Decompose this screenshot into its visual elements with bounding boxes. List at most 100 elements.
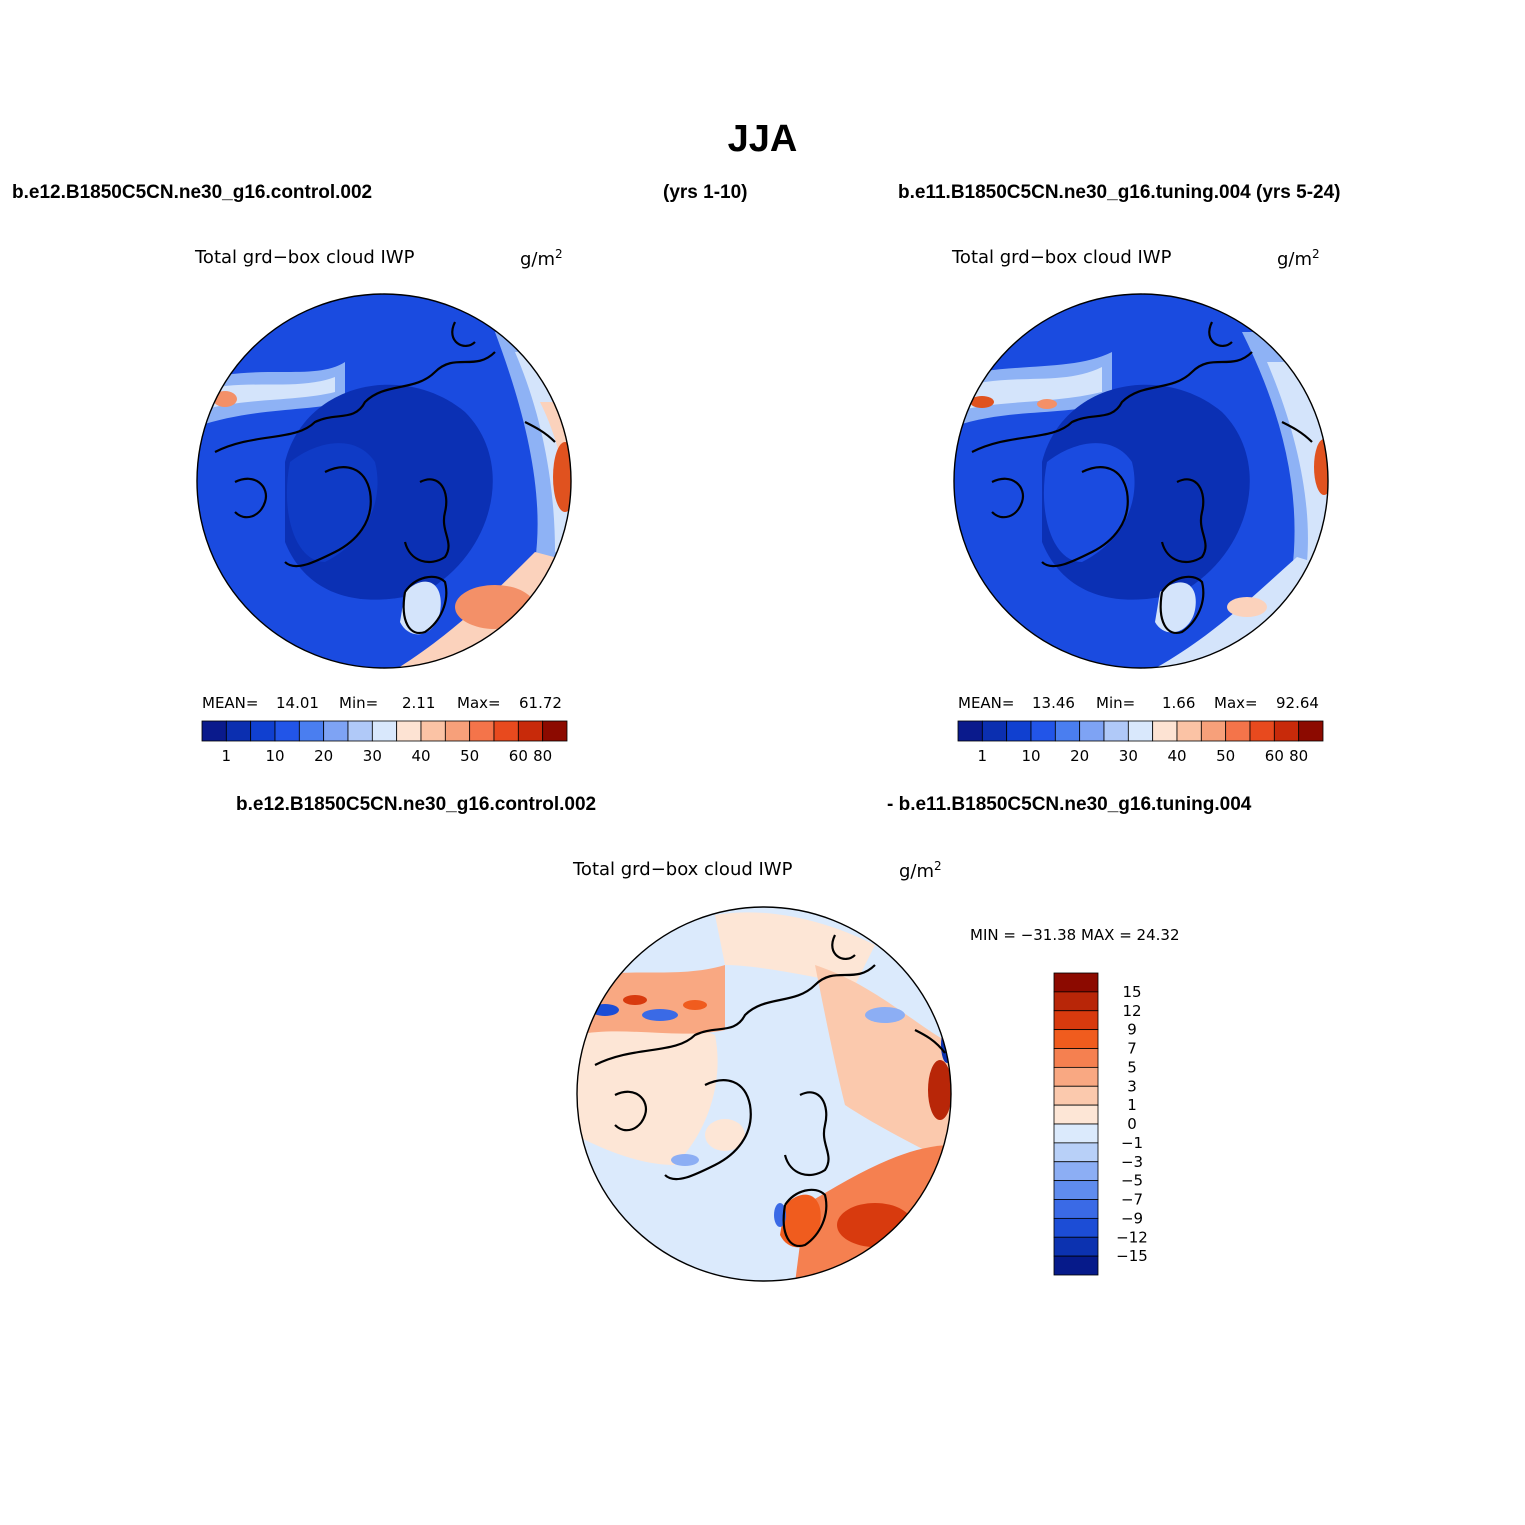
colorbar-box-1: [225, 720, 252, 742]
top-right-max-label: Max=: [1214, 694, 1258, 712]
top-right-variable: Total grd−box cloud IWP: [952, 247, 1172, 268]
colorbar-box-11: [469, 720, 495, 742]
top-right-mean-label: MEAN=: [958, 694, 1015, 712]
band-west-stripes: [577, 965, 725, 1035]
colorbar-tick-label: 10: [1021, 747, 1040, 765]
colorbar-box-8: [396, 720, 422, 742]
colorbar-tick-label: 10: [265, 747, 284, 765]
map-border: [953, 293, 1329, 669]
colorbar-box-12: [1249, 720, 1275, 742]
diff-colorbar-tick-label: −5: [1121, 1172, 1143, 1190]
blob-red-east: [928, 1060, 951, 1120]
colorbar-box-0: [957, 720, 983, 742]
difference-polar-map: [576, 906, 952, 1282]
colorbar-tick-label: 80: [533, 747, 552, 765]
colorbar-box-13: [1273, 720, 1300, 742]
diff-colorbar-tick-label: 5: [1127, 1058, 1137, 1076]
blob-blue-2: [642, 1009, 678, 1021]
diff-colorbar-tick-label: 12: [1122, 1002, 1141, 1020]
diff-colorbar-tick-label: −15: [1116, 1247, 1148, 1265]
coastlines: [214, 321, 556, 635]
colorbar-box-10: [1200, 720, 1227, 742]
colorbar-tick-label: 20: [314, 747, 333, 765]
colorbar-tick-label: 60: [509, 747, 528, 765]
diff-colorbar-box-13: [1053, 1217, 1099, 1238]
blob-blue-center: [671, 1154, 699, 1166]
colorbar-box-10: [444, 720, 471, 742]
colorbar-box-4: [298, 720, 325, 742]
diff-colorbar-tick-label: −3: [1121, 1153, 1143, 1171]
colorbar-box-2: [250, 720, 276, 742]
blob-red-2: [683, 1000, 707, 1010]
colorbar-box-3: [274, 720, 300, 742]
scandinavia-light: [400, 581, 441, 635]
top-left-units-text: g/m: [520, 249, 556, 270]
diff-colorbar-tick-label: 7: [1127, 1040, 1137, 1058]
band-light-west: [962, 367, 1102, 410]
top-left-colorbar: 1 10 20 30 40 50 60 80: [201, 720, 568, 765]
colorbar-tick-label: 50: [460, 747, 479, 765]
greenland-ice: [1043, 443, 1135, 562]
region-east-mix: [815, 965, 951, 1165]
scandinavia-light: [1155, 582, 1196, 633]
blob-deep-red-south: [837, 1203, 913, 1247]
hotspot-east: [553, 442, 571, 512]
top-right-units-sup: 2: [1312, 247, 1320, 261]
diff-colorbar-box-10: [1053, 1161, 1099, 1182]
right-case-header: b.e11.B1850C5CN.ne30_g16.tuning.004 (yrs…: [898, 182, 1341, 203]
colorbar-tick-label: 30: [1119, 747, 1138, 765]
top-right-colorbar: 1 10 20 30 40 50 60 80: [957, 720, 1324, 765]
left-case-header: b.e12.B1850C5CN.ne30_g16.control.002: [12, 182, 373, 203]
scandinavia-red: [780, 1194, 821, 1248]
colorbar-box-12: [493, 720, 519, 742]
top-right-polar-map: [953, 293, 1329, 669]
diff-colorbar-tick-label: −12: [1116, 1228, 1148, 1246]
diff-right-header: - b.e11.B1850C5CN.ne30_g16.tuning.004: [887, 794, 1252, 815]
top-left-max-label: Max=: [457, 694, 501, 712]
band-east-peach: [540, 402, 571, 552]
colorbar-tick-label: 40: [411, 747, 430, 765]
colorbar-box-0: [201, 720, 227, 742]
colorbar-box-9: [420, 720, 446, 742]
diff-colorbar-box-5: [1053, 1066, 1099, 1087]
colorbar-box-6: [347, 720, 373, 742]
colorbar-tick-label: 20: [1070, 747, 1089, 765]
colorbar-box-13: [517, 720, 544, 742]
diff-colorbar-box-9: [1053, 1142, 1099, 1163]
colorbar-tick-label: 60: [1265, 747, 1284, 765]
diff-minmax: MIN = −31.38 MAX = 24.32: [970, 926, 1180, 944]
blob-blue-east: [865, 1007, 905, 1023]
diff-colorbar-tick-label: 1: [1127, 1096, 1137, 1114]
top-right-min-label: Min=: [1096, 694, 1136, 712]
region-peach-west: [577, 1014, 718, 1165]
diff-colorbar-box-7: [1053, 1104, 1099, 1125]
top-left-variable: Total grd−box cloud IWP: [195, 247, 415, 268]
colorbar-box-7: [371, 720, 398, 742]
diff-colorbar-tick-label: 0: [1127, 1115, 1137, 1133]
diff-colorbar-tick-label: −7: [1121, 1191, 1143, 1209]
colorbar-box-5: [323, 720, 349, 742]
top-left-units: g/m2: [520, 247, 563, 270]
diff-colorbar-box-15: [1053, 1255, 1099, 1276]
colorbar-tick-label: 30: [363, 747, 382, 765]
diff-colorbar-box-0: [1053, 972, 1099, 993]
diff-colorbar-box-8: [1053, 1123, 1099, 1144]
diff-colorbar-tick-label: 3: [1127, 1077, 1137, 1095]
hotspot-east: [1314, 439, 1328, 495]
hotspot-west-2: [1037, 399, 1057, 409]
top-left-mean-label: MEAN=: [202, 694, 259, 712]
coastlines: [971, 321, 1313, 635]
left-years-header: (yrs 1-10): [663, 182, 748, 203]
diff-colorbar-box-12: [1053, 1199, 1099, 1219]
colorbar-tick-label: 50: [1216, 747, 1235, 765]
diff-colorbar-box-11: [1053, 1180, 1099, 1200]
diff-units-sup: 2: [934, 859, 942, 873]
blob-red-1: [623, 995, 647, 1005]
top-left-polar-map: [196, 293, 572, 669]
diff-colorbar-tick-label: 9: [1127, 1021, 1137, 1039]
top-right-min-value: 1.66: [1162, 694, 1196, 712]
diff-units-text: g/m: [899, 861, 935, 882]
colorbar-box-8: [1152, 720, 1178, 742]
colorbar-box-3: [1030, 720, 1056, 742]
